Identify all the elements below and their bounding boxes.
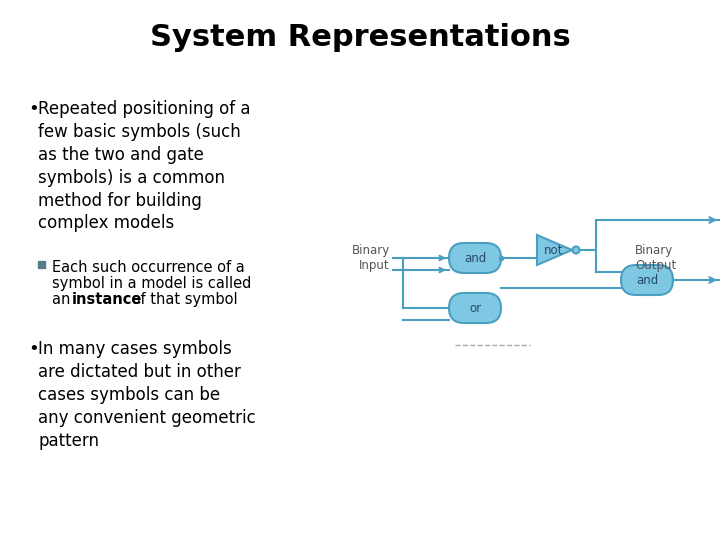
Text: of that symbol: of that symbol [127, 292, 238, 307]
Text: or: or [469, 301, 481, 314]
FancyBboxPatch shape [449, 243, 501, 273]
Text: Binary
Output: Binary Output [635, 244, 676, 272]
Text: and: and [636, 273, 658, 287]
Polygon shape [537, 235, 572, 265]
Text: symbol in a model is called: symbol in a model is called [52, 276, 251, 291]
Text: instance: instance [72, 292, 143, 307]
Bar [38, 261, 45, 268]
Circle shape [572, 246, 580, 253]
Text: and: and [464, 252, 486, 265]
Text: an: an [52, 292, 75, 307]
FancyBboxPatch shape [621, 265, 673, 295]
Text: Each such occurrence of a: Each such occurrence of a [52, 260, 245, 275]
Text: Repeated positioning of a
few basic symbols (such
as the two and gate
symbols) i: Repeated positioning of a few basic symb… [38, 100, 251, 233]
Text: not: not [544, 244, 564, 256]
Text: •: • [28, 100, 39, 118]
FancyBboxPatch shape [449, 293, 501, 323]
Text: System Representations: System Representations [150, 24, 570, 52]
Text: Binary
Input: Binary Input [352, 244, 390, 272]
Text: •: • [28, 340, 39, 358]
Text: In many cases symbols
are dictated but in other
cases symbols can be
any conveni: In many cases symbols are dictated but i… [38, 340, 256, 450]
